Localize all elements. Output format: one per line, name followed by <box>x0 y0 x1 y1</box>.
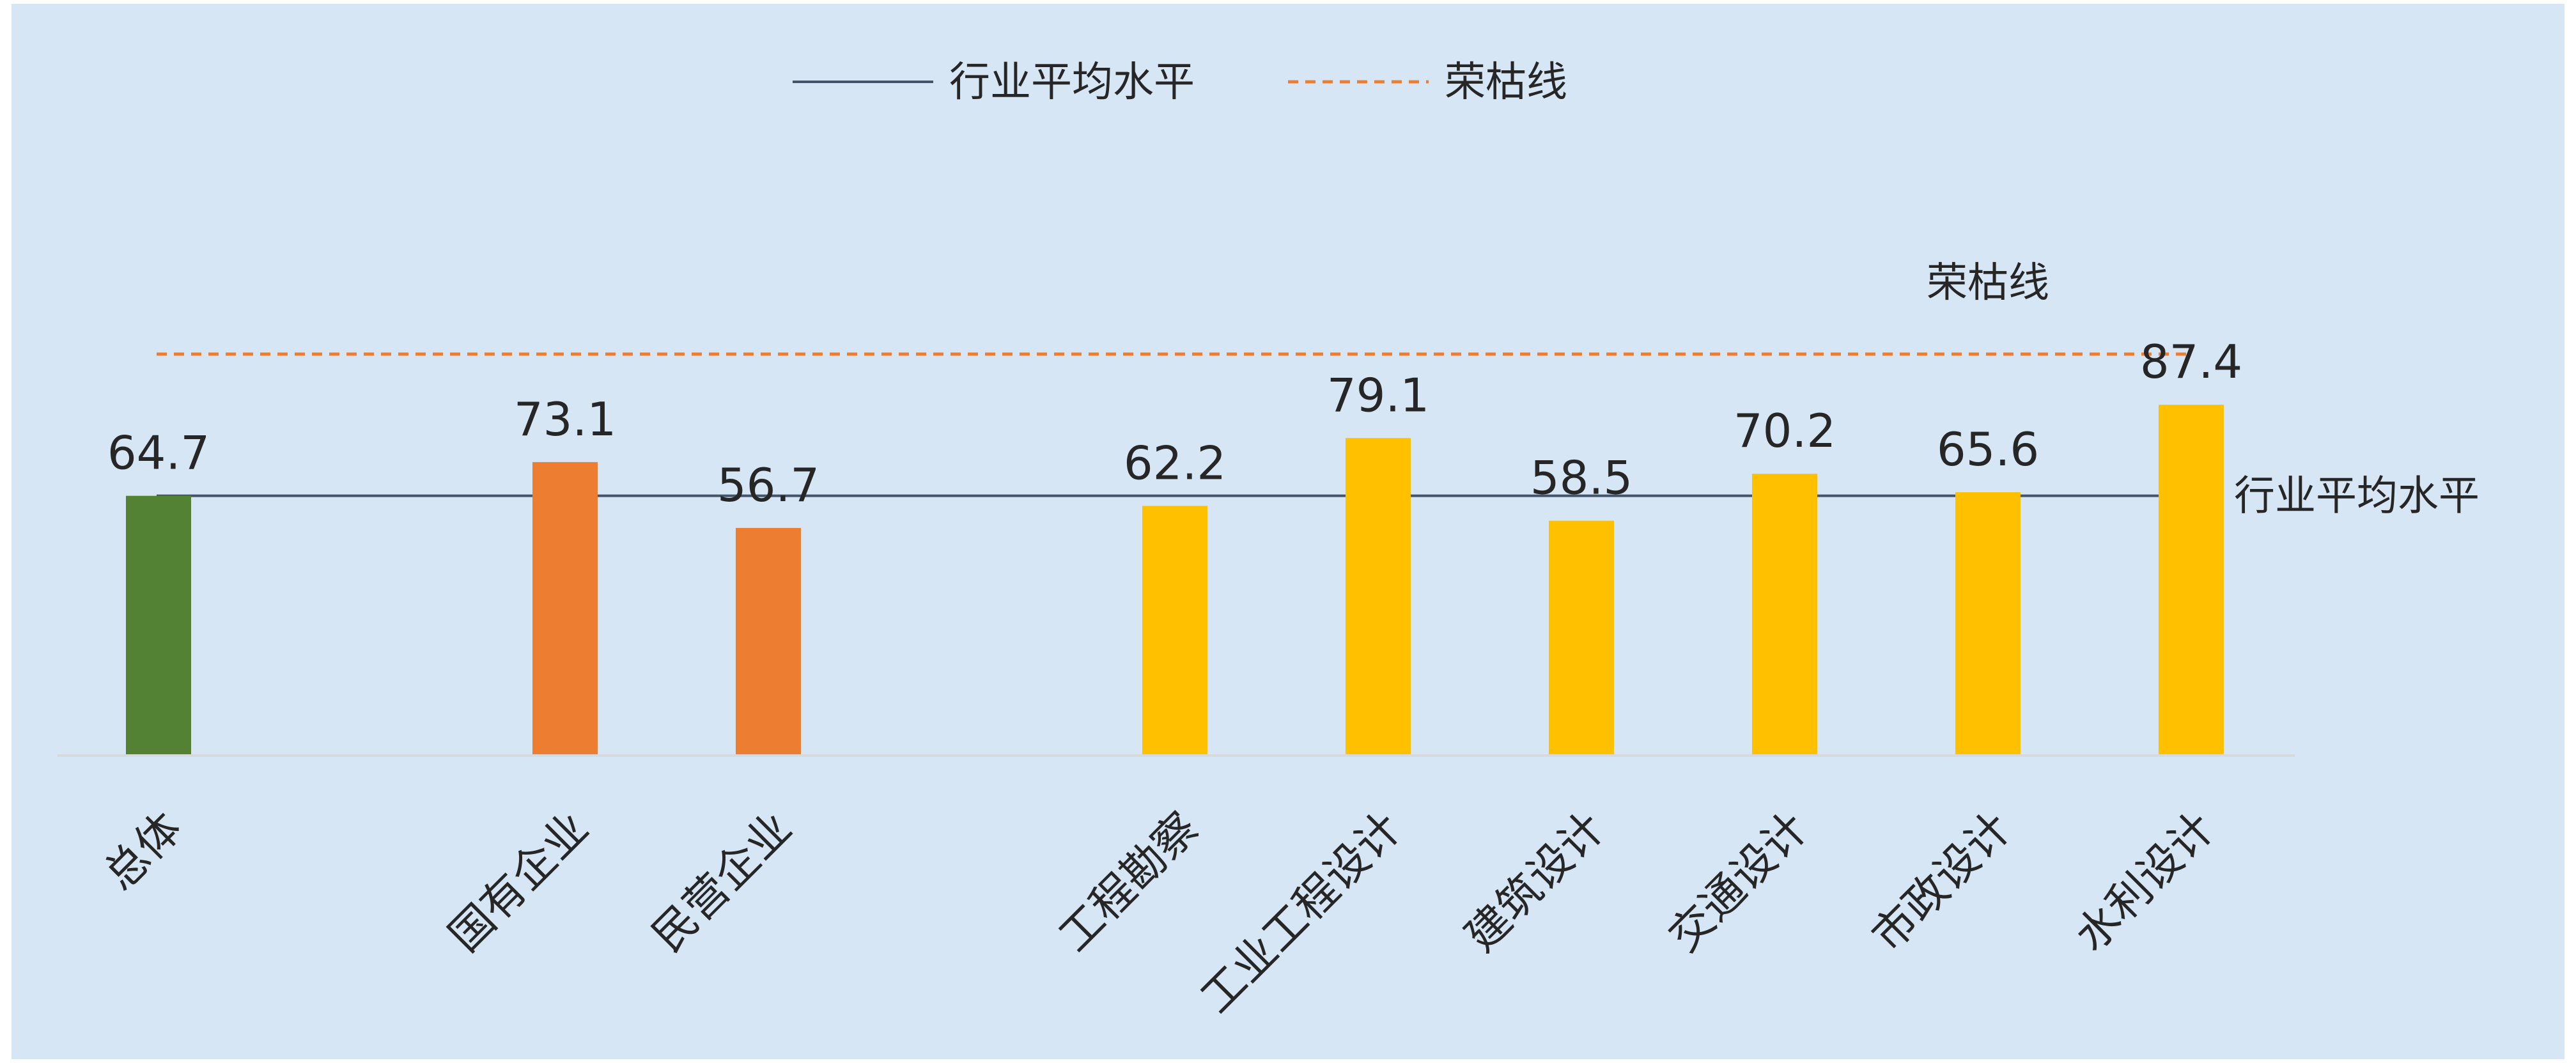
bar-市政设计 <box>1955 492 2021 756</box>
data-label-交通设计: 70.2 <box>1734 404 1836 458</box>
data-label-工业工程设计: 79.1 <box>1327 368 1429 422</box>
bar-建筑设计 <box>1549 520 1614 756</box>
bar-交通设计 <box>1752 474 1817 756</box>
reference-line-label-荣枯线: 荣枯线 <box>1927 260 2049 307</box>
bar-总体 <box>126 495 191 756</box>
data-labels: 64.7 73.1 56.7 62.2 79.1 58.5 70.2 65.6 87.4 <box>107 335 2242 512</box>
bar-工业工程设计 <box>1346 438 1411 756</box>
data-label-民营企业: 56.7 <box>717 458 819 512</box>
data-label-国有企业: 73.1 <box>514 392 616 446</box>
bar-民营企业 <box>736 527 801 756</box>
legend-label-行业平均水平: 行业平均水平 <box>949 59 1195 106</box>
legend-label-荣枯线: 荣枯线 <box>1445 59 1567 106</box>
reference-line-label-行业平均水平: 行业平均水平 <box>2234 473 2479 520</box>
data-label-建筑设计: 58.5 <box>1530 451 1633 505</box>
bars <box>126 405 2224 756</box>
bar-水利设计 <box>2159 405 2224 756</box>
chart-background <box>12 4 2564 1059</box>
reference-lines: 行业平均水平 荣枯线 <box>157 260 2479 520</box>
bar-工程勘察 <box>1142 506 1207 756</box>
data-label-工程勘察: 62.2 <box>1124 436 1226 490</box>
data-label-市政设计: 65.6 <box>1937 423 2039 476</box>
legend: 行业平均水平 荣枯线 <box>793 59 1567 106</box>
data-label-水利设计: 87.4 <box>2140 335 2242 389</box>
data-label-总体: 64.7 <box>107 426 210 480</box>
bar-国有企业 <box>532 462 598 756</box>
